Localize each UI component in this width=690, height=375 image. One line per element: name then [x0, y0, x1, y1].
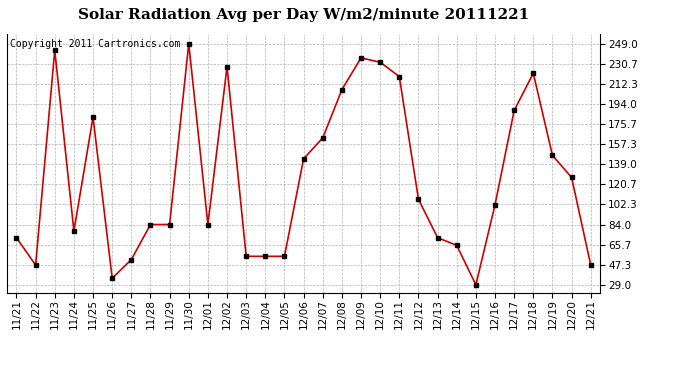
Text: Solar Radiation Avg per Day W/m2/minute 20111221: Solar Radiation Avg per Day W/m2/minute … [78, 8, 529, 21]
Text: Copyright 2011 Cartronics.com: Copyright 2011 Cartronics.com [10, 39, 180, 49]
